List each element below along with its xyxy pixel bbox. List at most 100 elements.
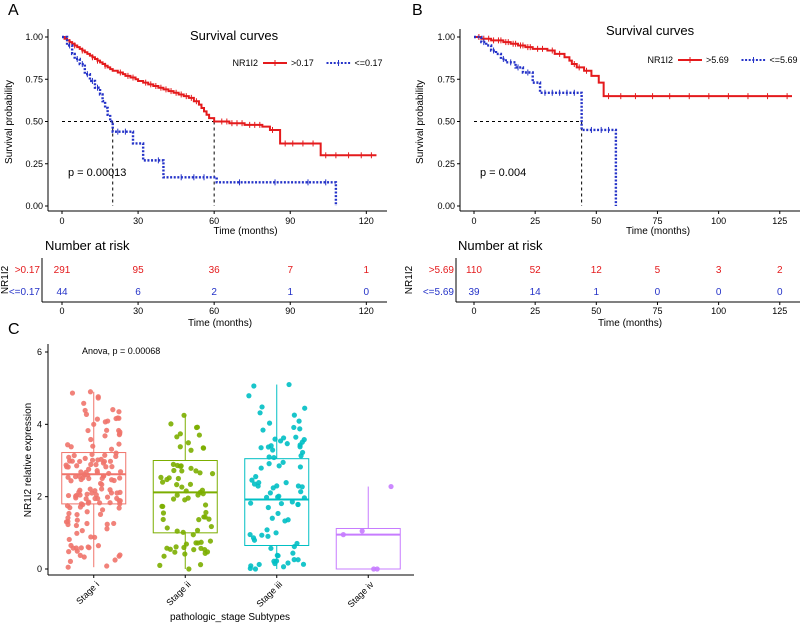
data-point: [68, 478, 74, 484]
data-point: [289, 499, 295, 505]
risk-value: 7: [287, 265, 293, 276]
risk-value: 6: [135, 287, 141, 298]
data-point: [280, 564, 287, 570]
legend: NR1I2 >5.69 <=5.69: [647, 55, 797, 65]
data-point: [104, 494, 111, 500]
data-point: [251, 383, 257, 389]
data-point: [253, 474, 259, 480]
y-tick-label: 0: [37, 564, 42, 574]
data-point: [177, 444, 183, 450]
data-point: [258, 445, 264, 451]
data-point: [84, 520, 90, 527]
data-point: [246, 393, 252, 399]
data-point: [264, 527, 270, 533]
data-point: [296, 418, 302, 424]
x-tick-label: 30: [133, 216, 143, 226]
data-point: [67, 458, 73, 464]
y-tick-label: 0.50: [25, 117, 43, 127]
data-point: [74, 463, 80, 469]
data-point: [174, 434, 180, 440]
data-point: [188, 465, 194, 471]
data-point: [259, 532, 265, 538]
data-point: [260, 427, 266, 433]
data-point: [81, 554, 87, 560]
data-point: [64, 503, 71, 509]
data-point: [173, 544, 179, 550]
data-point: [160, 503, 166, 510]
data-point: [66, 536, 72, 543]
x-tick-label: 50: [591, 216, 601, 226]
data-point: [160, 516, 166, 523]
x-tick-label: Stage i: [74, 579, 101, 606]
risk-value: 0: [777, 287, 783, 298]
data-point: [100, 460, 107, 466]
data-point: [359, 528, 365, 534]
data-point: [209, 470, 216, 477]
data-point: [388, 483, 394, 490]
data-point: [196, 517, 202, 523]
risk-x-axis-label: Time (months): [598, 318, 662, 329]
data-point: [77, 552, 83, 558]
y-tick-label: 1.00: [25, 32, 43, 42]
data-point: [175, 475, 181, 482]
y-tick-label: 4: [37, 419, 42, 429]
data-point: [84, 509, 90, 515]
data-point: [174, 528, 180, 534]
data-point: [104, 427, 110, 433]
data-point: [208, 523, 214, 530]
data-point: [65, 515, 71, 521]
x-tick-label: 0: [59, 216, 64, 226]
risk-x-tick-label: 125: [772, 306, 787, 316]
data-point: [72, 474, 79, 480]
data-point: [249, 477, 255, 483]
legend: NR1I2 >0.17 <=0.17: [232, 58, 382, 68]
y-axis-label: Survival probability: [4, 80, 15, 164]
data-point: [259, 404, 265, 410]
data-point: [97, 511, 104, 517]
box-stage-ii: [152, 412, 218, 572]
data-point: [187, 481, 194, 487]
x-tick-label: 0: [471, 216, 476, 226]
data-point: [84, 491, 90, 497]
survival-curve-low: [474, 35, 618, 206]
risk-x-tick-label: 90: [285, 306, 295, 316]
data-point: [82, 407, 88, 414]
risk-row-label: <=0.17: [9, 287, 41, 298]
data-point: [196, 432, 202, 438]
data-point: [77, 487, 83, 493]
data-point: [74, 517, 80, 523]
data-point: [99, 486, 105, 492]
risk-table-title: Number at risk: [458, 238, 543, 253]
risk-value: 0: [655, 287, 661, 298]
data-point: [160, 510, 167, 516]
data-point: [286, 381, 292, 388]
risk-value: 3: [716, 265, 722, 276]
y-tick-label: 0.25: [437, 159, 455, 169]
risk-value: 1: [287, 287, 293, 298]
data-point: [268, 443, 274, 449]
risk-x-tick-label: 120: [359, 306, 374, 316]
data-point: [299, 439, 305, 445]
x-tick-label: 90: [285, 216, 295, 226]
y-tick-label: 0.00: [437, 201, 455, 211]
data-point: [117, 475, 123, 481]
data-point: [183, 488, 189, 494]
risk-row-label: <=5.69: [423, 287, 455, 298]
data-point: [89, 490, 95, 496]
data-point: [256, 561, 262, 568]
data-point: [172, 549, 178, 555]
risk-value: 2: [777, 265, 783, 276]
data-point: [117, 469, 124, 475]
data-point: [193, 468, 199, 474]
data-point: [85, 544, 91, 550]
data-point: [116, 432, 122, 438]
y-tick-label: 0.00: [25, 201, 43, 211]
x-tick-label: Stage iii: [254, 579, 284, 609]
data-point: [266, 461, 272, 467]
anova-annotation: Anova, p = 0.00068: [82, 346, 160, 356]
data-point: [70, 545, 76, 551]
data-point: [283, 480, 289, 486]
data-point: [267, 490, 273, 496]
